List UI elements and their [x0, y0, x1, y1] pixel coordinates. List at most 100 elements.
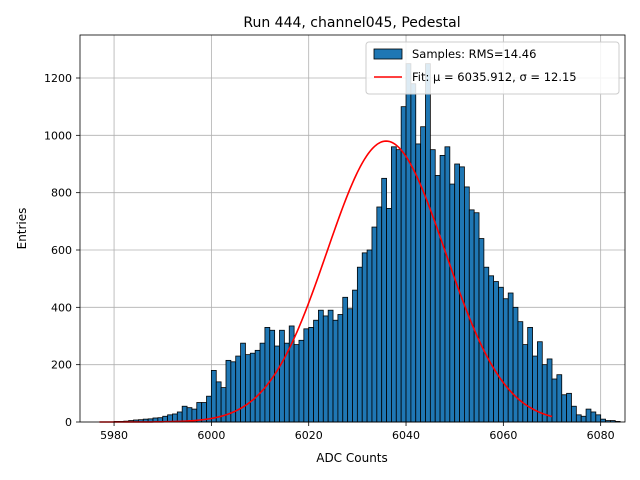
histogram-bar: [259, 342, 266, 423]
x-tick-label: 6000: [197, 429, 225, 442]
histogram-bar: [498, 286, 504, 423]
histogram-bar: [186, 407, 193, 423]
histogram-bar: [347, 308, 353, 423]
histogram-bar: [366, 249, 373, 423]
histogram-bar: [415, 143, 422, 423]
histogram-bar: [449, 183, 456, 423]
histogram-bar: [493, 281, 499, 423]
histogram-bar: [507, 292, 514, 423]
histogram-bar: [580, 415, 587, 423]
histogram-bar: [483, 266, 490, 423]
histogram-bar: [571, 405, 577, 423]
histogram-bar: [386, 208, 392, 423]
histogram-bar: [322, 315, 329, 423]
legend-label-fit: Fit: μ = 6035.912, σ = 12.15: [412, 70, 577, 84]
histogram-bar: [371, 226, 378, 423]
histogram-bar: [210, 369, 217, 423]
histogram-bar: [566, 392, 572, 423]
histogram-bar: [240, 342, 246, 423]
histogram-bar: [464, 186, 470, 423]
histogram-bar: [235, 355, 241, 423]
axes-frame: [79, 34, 626, 423]
legend-label-samples: Samples: RMS=14.46: [412, 47, 536, 61]
histogram-bar: [595, 414, 602, 423]
histogram-bar: [361, 252, 368, 423]
histogram-bar: [249, 352, 256, 423]
histogram-bar: [556, 374, 563, 423]
y-tick-label: 600: [51, 244, 72, 257]
histogram-bar: [434, 175, 441, 423]
histogram-bar: [546, 358, 553, 423]
histogram-bar: [575, 414, 582, 423]
x-ticks: 5980 6000 6020 6040 6060 6080: [100, 422, 615, 442]
histogram-bar: [352, 289, 358, 423]
histogram-bar: [429, 149, 436, 423]
histogram-bar: [585, 408, 592, 423]
y-tick-label: 800: [51, 187, 72, 200]
y-tick-label: 200: [51, 359, 72, 372]
histogram-bar: [327, 309, 334, 423]
histogram-bar: [332, 319, 339, 423]
histogram-bar: [488, 275, 495, 423]
histogram-bar: [245, 354, 251, 423]
x-tick-label: 6020: [295, 429, 323, 442]
histogram-bar: [420, 126, 426, 423]
y-tick-label: 1000: [44, 129, 72, 142]
histogram-bar: [176, 411, 183, 423]
histogram-bar: [308, 326, 314, 423]
histogram-bar: [337, 314, 344, 423]
histogram-bar: [264, 326, 271, 423]
y-tick-label: 0: [65, 416, 72, 429]
histogram-bar: [410, 83, 417, 423]
histogram-bar: [181, 405, 188, 423]
y-ticks: 0 200 400 600 800 1000 1200: [44, 72, 80, 429]
histogram-bar: [293, 344, 300, 423]
x-tick-label: 6080: [587, 429, 615, 442]
histogram-bar: [405, 63, 412, 423]
histogram-bar: [254, 349, 261, 423]
histogram-bar: [478, 238, 485, 423]
legend: Samples: RMS=14.46 Fit: μ = 6035.912, σ …: [365, 41, 620, 95]
histogram-bar: [600, 418, 606, 423]
fit-curve: [99, 140, 553, 423]
histogram-bar: [391, 146, 397, 423]
x-tick-label: 6060: [489, 429, 517, 442]
x-tick-label: 5980: [100, 429, 128, 442]
y-axis-label: Entries: [15, 208, 29, 250]
x-axis-label: ADC Counts: [316, 451, 388, 465]
histogram-bar: [425, 63, 431, 423]
histogram-bar: [303, 328, 310, 423]
histogram-bar: [590, 411, 597, 423]
histogram-bar: [561, 394, 568, 423]
chart-title: Run 444, channel045, Pedestal: [243, 15, 460, 31]
histogram-bar: [381, 177, 387, 423]
legend-box: [365, 41, 620, 95]
histogram-bar: [395, 149, 402, 423]
histogram-bar: [313, 319, 319, 423]
histogram-bar: [473, 212, 480, 423]
histogram-bar: [376, 206, 383, 423]
histogram-bar: [356, 266, 363, 423]
histogram-bar: [342, 296, 349, 423]
histogram-bar: [454, 163, 460, 423]
histogram-bar: [444, 146, 451, 423]
y-tick-label: 1200: [44, 72, 72, 85]
histogram-bar: [512, 306, 519, 423]
histogram-bar: [439, 154, 446, 423]
histogram-bar: [318, 309, 324, 423]
y-tick-label: 400: [51, 301, 72, 314]
histogram-bar: [274, 345, 280, 423]
histogram-bar: [517, 321, 524, 423]
histogram-bar: [298, 339, 305, 423]
histogram-bar: [522, 344, 529, 423]
histogram-bar: [468, 209, 475, 423]
histogram-bar: [532, 355, 538, 423]
histogram-bar: [196, 402, 203, 423]
histogram-bar: [502, 298, 509, 423]
histogram-bar: [537, 341, 543, 423]
x-tick-label: 6040: [392, 429, 420, 442]
histogram-bar: [279, 329, 285, 423]
histogram-bar: [551, 378, 558, 423]
legend-swatch-samples: [373, 48, 403, 60]
